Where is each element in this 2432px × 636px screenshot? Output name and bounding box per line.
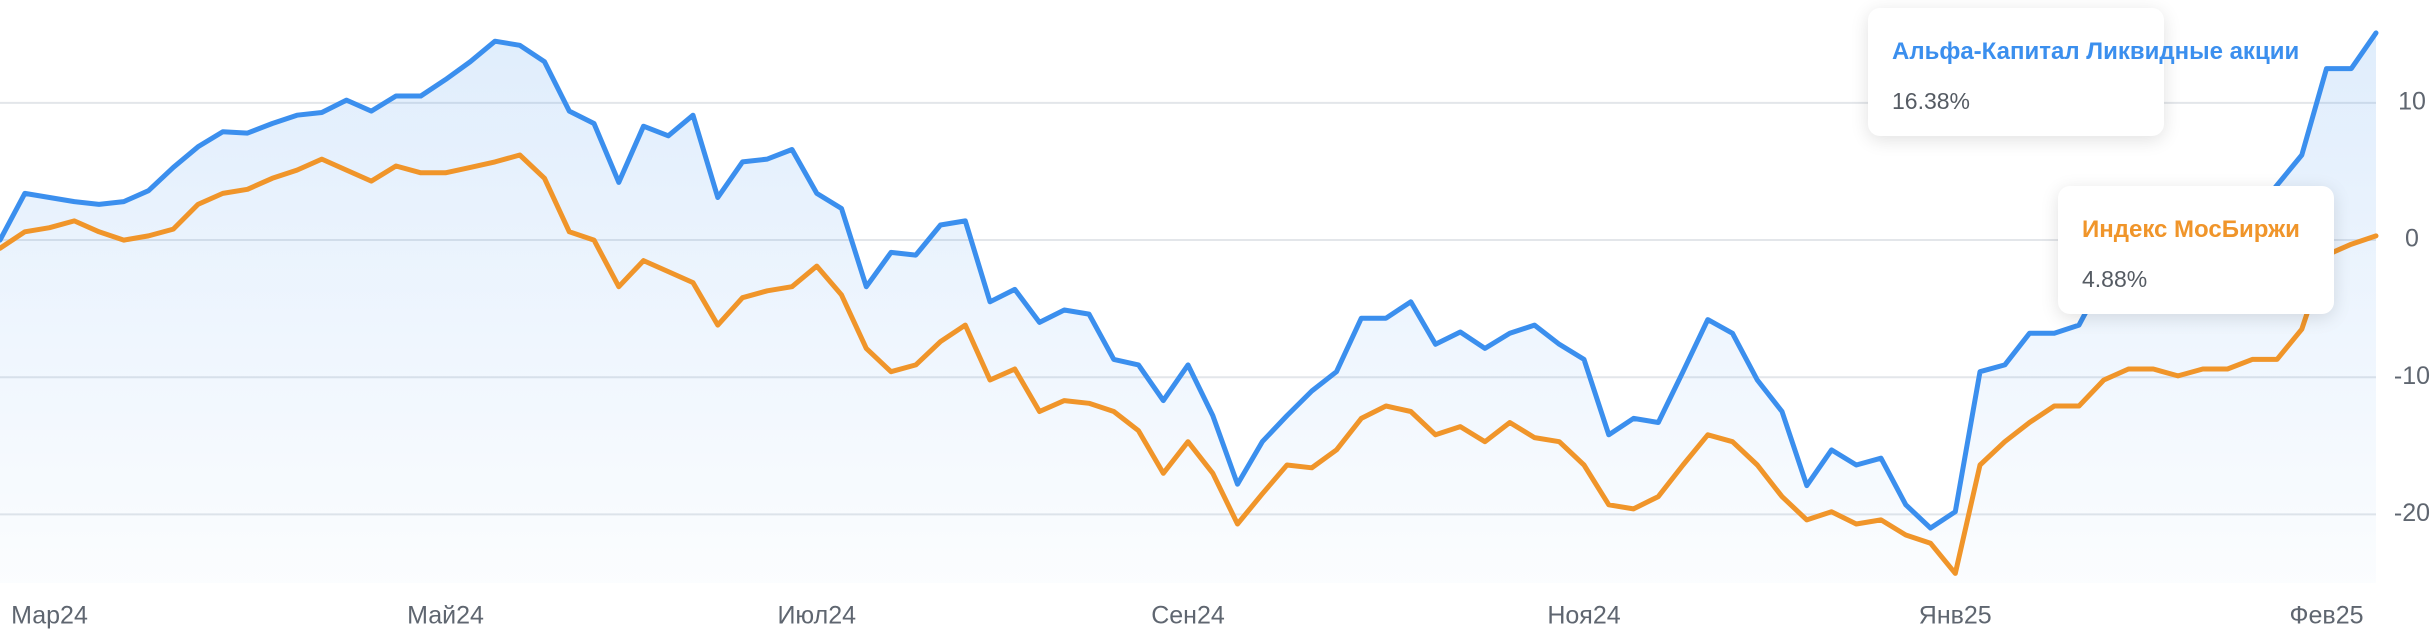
x-tick-label: Фев25 — [2290, 602, 2364, 630]
y-tick-label: -20 — [2394, 499, 2430, 527]
x-tick-label: Сен24 — [1151, 602, 1225, 630]
y-tick-label: 10 — [2398, 87, 2426, 115]
tooltip: Альфа-Капитал Ликвидные акции 16.38% — [1868, 8, 2300, 136]
area-fill — [0, 32, 2376, 583]
tooltip-name: Альфа-Капитал Ликвидные акции — [1892, 38, 2300, 65]
tooltip-name: Индекс МосБиржи — [2082, 216, 2300, 243]
y-tick-label: 0 — [2405, 225, 2419, 253]
series-line — [0, 152, 2379, 576]
tooltip-value: 4.88% — [2082, 266, 2148, 292]
series-line — [0, 30, 2379, 531]
x-tick-label: Мар24 — [11, 602, 88, 630]
tooltip: Индекс МосБиржи 4.88% — [2058, 186, 2334, 314]
tooltip-value: 16.38% — [1892, 88, 1971, 114]
x-tick-label: Июл24 — [777, 602, 856, 630]
x-tick-label: Ноя24 — [1547, 602, 1620, 630]
x-tick-label: Янв25 — [1919, 602, 1992, 630]
y-tick-label: -10 — [2394, 362, 2430, 390]
x-tick-label: Май24 — [407, 602, 484, 630]
